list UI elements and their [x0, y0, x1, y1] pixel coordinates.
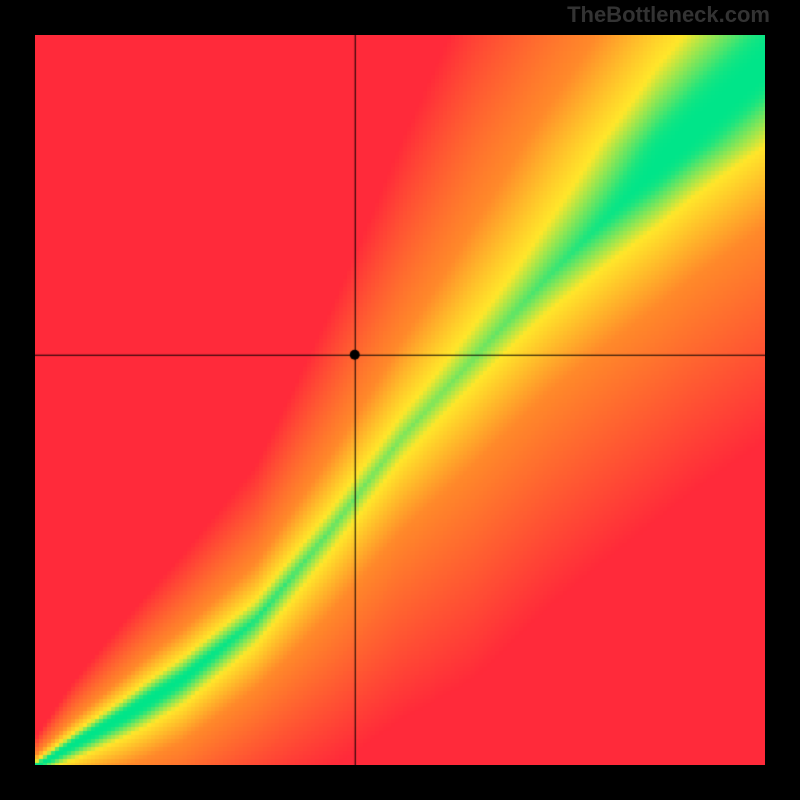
heatmap-canvas: [35, 35, 765, 765]
chart-container: TheBottleneck.com: [0, 0, 800, 800]
watermark-text: TheBottleneck.com: [567, 2, 770, 28]
